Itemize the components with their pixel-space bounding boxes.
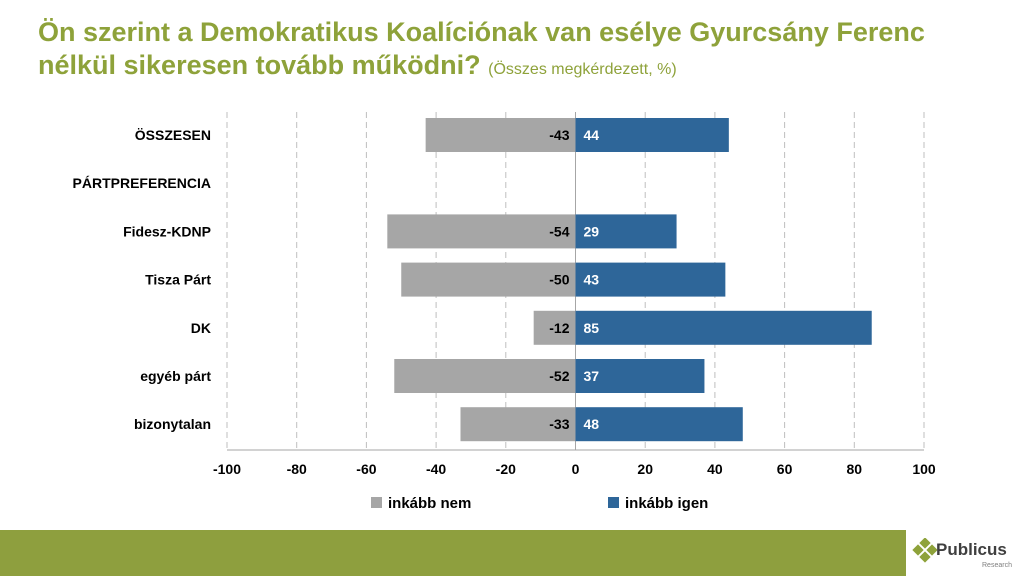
bar-inkabb-igen	[575, 407, 743, 442]
category-label: Tisza Párt	[145, 272, 211, 288]
category-label: PÁRTPREFERENCIA	[73, 175, 211, 191]
category-label: bizonytalan	[134, 416, 211, 432]
bar-inkabb-nem	[460, 407, 576, 442]
x-tick-label: 0	[572, 461, 580, 477]
category-label: egyéb párt	[140, 368, 211, 384]
bar-inkabb-nem	[394, 359, 576, 393]
bar-inkabb-igen	[575, 118, 729, 152]
brand-logo: Publicus Research	[906, 530, 1024, 576]
bar-inkabb-nem	[425, 118, 576, 152]
x-tick-label: 20	[637, 461, 653, 477]
category-label: ÖSSZESEN	[135, 127, 211, 143]
category-label: Fidesz-KDNP	[123, 223, 211, 239]
data-label: -50	[549, 272, 569, 288]
data-label: 29	[584, 223, 600, 239]
bar-inkabb-igen	[575, 214, 677, 249]
x-tick-label: -20	[496, 461, 516, 477]
data-label: 43	[584, 272, 600, 288]
chart-subtitle: (Összes megkérdezett, %)	[488, 61, 677, 78]
bar-inkabb-igen	[575, 262, 726, 297]
bar-inkabb-igen	[575, 359, 705, 393]
legend-swatch	[371, 497, 382, 508]
x-tick-label: 40	[707, 461, 723, 477]
chart-title: Ön szerint a Demokratikus Koalíciónak va…	[38, 16, 998, 86]
data-label: -43	[549, 127, 569, 143]
data-label: -52	[549, 368, 569, 384]
x-tick-label: 60	[777, 461, 793, 477]
x-tick-label: -60	[356, 461, 376, 477]
bar-inkabb-nem	[387, 214, 576, 249]
diamond-logo-icon	[912, 538, 938, 563]
data-label: 44	[584, 127, 600, 143]
brand-name: Publicus	[936, 540, 1007, 559]
data-label: -12	[549, 320, 569, 336]
data-label: 37	[584, 368, 600, 384]
data-label: -54	[549, 223, 569, 239]
data-label: 85	[584, 320, 600, 336]
bar-inkabb-nem	[401, 262, 576, 297]
brand-sub: Research	[982, 562, 1012, 569]
x-tick-label: -100	[213, 461, 241, 477]
x-tick-label: -40	[426, 461, 446, 477]
legend-label: inkább igen	[625, 495, 708, 512]
footer-bar	[0, 530, 1024, 576]
bar-inkabb-igen	[575, 310, 872, 345]
category-label: DK	[191, 320, 211, 336]
bar-inkabb-nem	[533, 310, 576, 345]
x-tick-label: 80	[847, 461, 863, 477]
x-tick-label: 100	[912, 461, 936, 477]
data-label: 48	[584, 416, 600, 432]
legend-swatch	[608, 497, 619, 508]
x-tick-label: -80	[287, 461, 307, 477]
data-label: -33	[549, 416, 569, 432]
chart-title-main: Ön szerint a Demokratikus Koalíciónak va…	[38, 17, 925, 80]
legend-label: inkább nem	[388, 495, 471, 512]
bar-chart: -100 -80 -60 -40 -20 0 20 40 60 80 100 ÖSSZESEN -43 4…	[73, 112, 936, 512]
